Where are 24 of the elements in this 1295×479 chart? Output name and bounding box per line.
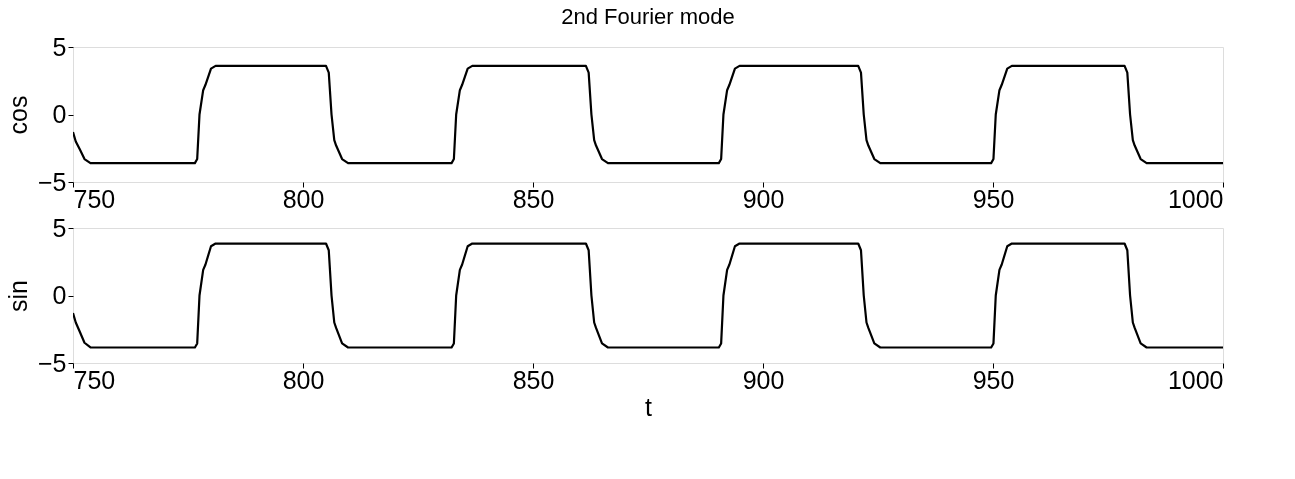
- chart-title: 2nd Fourier mode: [561, 4, 735, 29]
- y-tick-label: 5: [52, 213, 67, 242]
- x-tick-label: 1000: [1167, 184, 1224, 213]
- x-tick-label: 800: [282, 184, 325, 213]
- x-axis-title: t: [645, 392, 653, 421]
- x-tick-label: 1000: [1167, 365, 1224, 394]
- line-series: [73, 242, 1223, 349]
- x-tick-label: 950: [972, 184, 1015, 213]
- x-tick-label: 900: [742, 184, 785, 213]
- x-tick-label: 750: [73, 184, 116, 213]
- x-tick-label: 850: [512, 365, 555, 394]
- x-tick-label: 900: [742, 365, 785, 394]
- y-axis-title: cos: [4, 95, 32, 135]
- y-axis-title: sin: [4, 280, 32, 312]
- y-tick-label: −5: [37, 167, 67, 196]
- y-tick-label: 5: [52, 32, 67, 61]
- line-series: [73, 64, 1223, 165]
- y-tick-label: 0: [52, 100, 67, 128]
- y-tick-label: −5: [37, 348, 67, 377]
- x-tick-label: 750: [73, 365, 116, 394]
- y-tick-label: 0: [52, 281, 67, 309]
- x-tick-label: 800: [282, 365, 325, 394]
- x-tick-label: 950: [972, 365, 1015, 394]
- x-tick-label: 850: [512, 184, 555, 213]
